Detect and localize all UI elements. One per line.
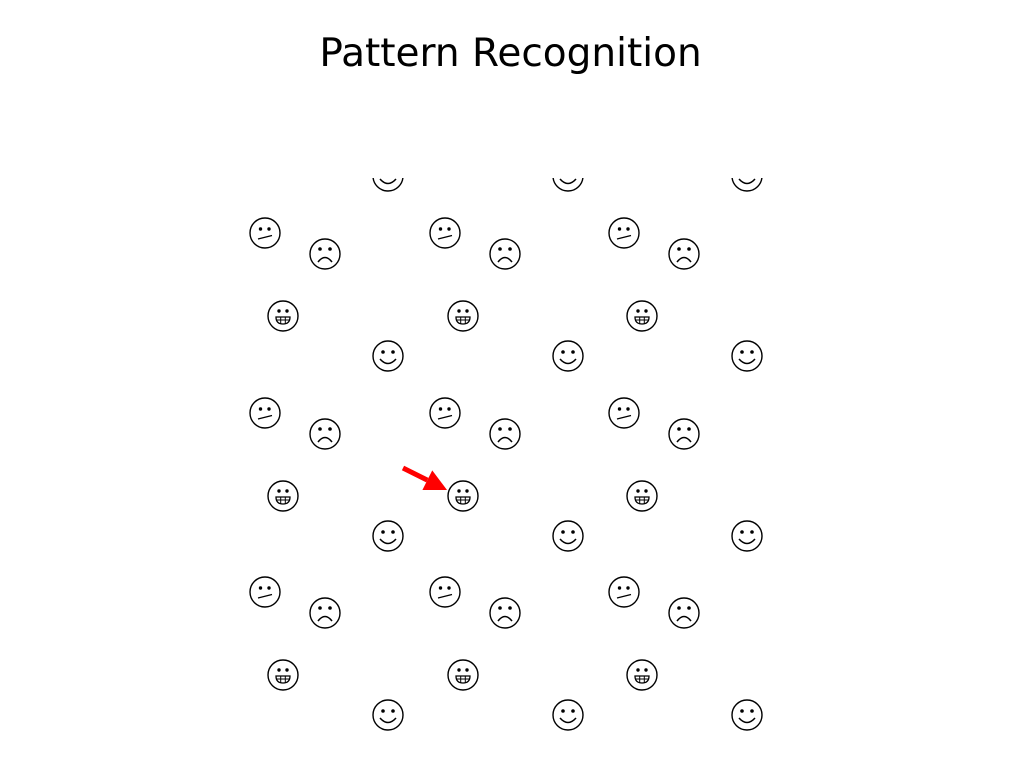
skeptical-face-r2-c2-icon [429,397,461,429]
arrow-layer [401,465,447,490]
frowning-face-r0-c3-icon [669,59,699,89]
frowning-face-r1-c1-icon [309,238,341,270]
smiling-face-r2-c2-icon [552,520,584,552]
skeptical-face-r1-c3-icon [608,217,640,249]
grinning-face-r2-c2-icon [447,480,479,512]
skeptical-face-r3-c3-icon [608,576,640,608]
frowning-face-r1-c3-icon [668,238,700,270]
grinning-face-r3-c3-icon [626,659,658,691]
frowning-face-r3-c1-icon [309,597,341,629]
smiling-face-r3-c1-icon [372,699,404,731]
smiling-face-r2-c3-icon [731,520,763,552]
grinning-face-r0-c2-icon [448,121,478,151]
grinning-face-r3-c2-icon [447,659,479,691]
grinning-face-r1-c1-icon [267,300,299,332]
smiling-face-r3-c2-icon [552,699,584,731]
skeptical-face-r3-c1-icon [249,576,281,608]
skeptical-face-r1-c2-icon [429,217,461,249]
skeptical-face-r1-c1-icon [249,217,281,249]
page-title: Pattern Recognition [319,31,702,76]
frowning-face-r0-c1-icon [310,59,340,89]
frowning-face-r1-c2-icon [489,238,521,270]
skeptical-face-r0-c2-icon [430,38,460,68]
smiling-face-r1-c1-icon [372,340,404,372]
grinning-face-r1-c2-icon [447,300,479,332]
red-arrow-icon [401,465,447,490]
skeptical-face-r2-c1-icon [249,397,281,429]
frowning-face-r2-c2-icon [489,418,521,450]
smiling-face-r0-c1-icon [372,178,404,192]
faces-layer [249,38,763,731]
smiling-face-r0-c2-icon [552,178,584,192]
grinning-face-r2-c3-icon [626,480,658,512]
smiling-face-r1-c3-icon [731,340,763,372]
smiling-face-r3-c3-icon [731,699,763,731]
grinning-face-r2-c1-icon [267,480,299,512]
smiling-face-r1-c2-icon [552,340,584,372]
grinning-face-r0-c1-icon [268,121,298,151]
grinning-face-r0-c3-icon [627,121,657,151]
frowning-face-r2-c3-icon [668,418,700,450]
frowning-face-r2-c1-icon [309,418,341,450]
frowning-face-r3-c3-icon [668,597,700,629]
skeptical-face-r0-c3-icon [609,38,639,68]
smiling-face-r2-c1-icon [372,520,404,552]
frowning-face-r0-c2-icon [490,59,520,89]
grinning-face-r3-c1-icon [267,659,299,691]
skeptical-face-r3-c2-icon [429,576,461,608]
grinning-face-r1-c3-icon [626,300,658,332]
smiling-face-r0-c3-icon [731,178,763,192]
frowning-face-r3-c2-icon [489,597,521,629]
skeptical-face-r0-c1-icon [250,38,280,68]
skeptical-face-r2-c3-icon [608,397,640,429]
